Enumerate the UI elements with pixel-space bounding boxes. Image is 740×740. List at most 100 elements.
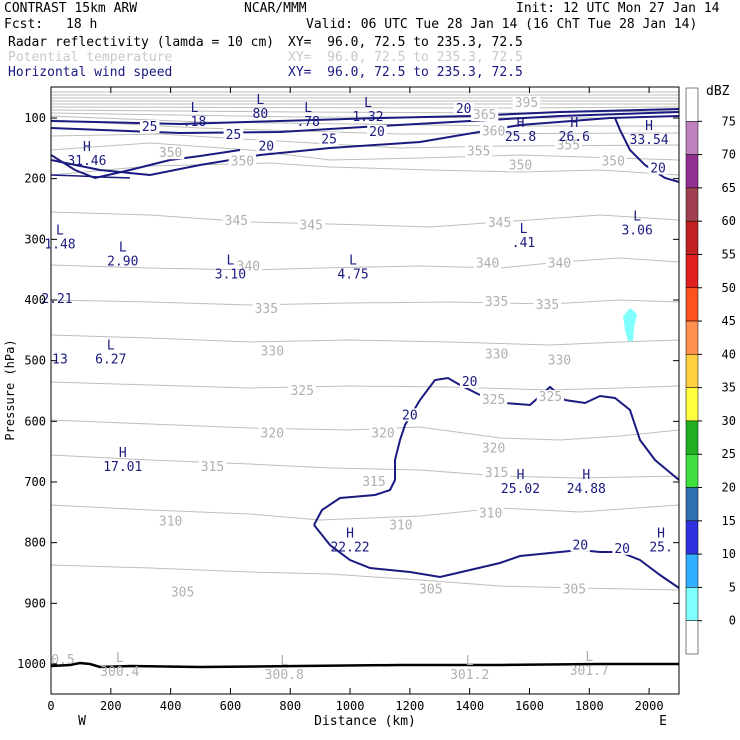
theta-label-knockout bbox=[369, 426, 397, 440]
theta-label: 345 bbox=[225, 214, 248, 229]
field-wind-xy: XY= 96.0, 72.5 to 235.3, 72.5 bbox=[288, 65, 523, 80]
wind-label-knockout bbox=[319, 132, 339, 146]
theta-label: 340 bbox=[476, 257, 499, 272]
wind-label-knockout bbox=[367, 124, 387, 138]
theta-label: 315 bbox=[362, 475, 385, 490]
theta-label: 355 bbox=[557, 138, 580, 153]
x-tick-label: 2000 bbox=[635, 699, 664, 713]
wind-extremum-mark: H bbox=[582, 468, 590, 483]
wind-label: 20 bbox=[462, 375, 478, 390]
theta-label: 335 bbox=[536, 298, 559, 313]
wind-extremum-value: 26.6 bbox=[559, 130, 590, 145]
wind-extremum-value: 24.88 bbox=[567, 482, 606, 497]
colorbar-label: 55 bbox=[722, 247, 736, 261]
theta-extremum-value: 0.5 bbox=[51, 653, 74, 668]
theta-label-knockout bbox=[470, 108, 499, 121]
theta-label: 330 bbox=[261, 345, 284, 360]
wind-label: 20 bbox=[614, 542, 630, 557]
theta-label: 365 bbox=[473, 108, 496, 123]
colorbar-swatch bbox=[685, 320, 699, 355]
colorbar-swatch bbox=[685, 187, 699, 222]
theta-label: 335 bbox=[485, 295, 508, 310]
wind-extremum-value: 25.8 bbox=[505, 130, 536, 145]
theta-label: 345 bbox=[299, 218, 322, 233]
theta-extremum-mark: L bbox=[280, 654, 288, 669]
wind-extremum-value: 2.90 bbox=[107, 254, 138, 269]
theta-label: 315 bbox=[201, 460, 224, 475]
wind-extremum-value: 1.48 bbox=[44, 237, 75, 252]
colorbar-label: 75 bbox=[722, 114, 736, 128]
colorbar-label: 70 bbox=[722, 148, 736, 162]
wind-extremum-value: 31.46 bbox=[67, 154, 106, 169]
theta-label-knockout bbox=[387, 518, 415, 532]
wind-isotach bbox=[614, 117, 679, 183]
theta-label: 320 bbox=[371, 427, 394, 442]
organization-label: NCAR/MMM bbox=[244, 1, 307, 16]
wind-extremum-value: 25.02 bbox=[501, 482, 540, 497]
wind-extremum-mark: L bbox=[256, 93, 264, 108]
theta-extremum-value: 300.4 bbox=[100, 665, 139, 680]
colorbar-swatch bbox=[685, 220, 699, 255]
theta-isolines bbox=[51, 91, 679, 591]
theta-label-knockout bbox=[417, 582, 445, 596]
wind-extremum-mark: L bbox=[520, 222, 528, 237]
x-tick-label: 200 bbox=[100, 699, 122, 713]
theta-label-knockout bbox=[258, 426, 286, 440]
colorbar-swatch bbox=[685, 453, 699, 488]
theta-isoline bbox=[51, 381, 679, 391]
y-tick-label: 800 bbox=[24, 536, 46, 550]
wind-label: 25 bbox=[142, 120, 158, 135]
y-tick-label: 700 bbox=[24, 475, 46, 489]
field-reflectivity-xy: XY= 96.0, 72.5 to 235.3, 72.5 bbox=[288, 35, 523, 50]
colorbar-swatch bbox=[685, 354, 699, 388]
theta-label-knockout bbox=[545, 256, 574, 270]
wind-label-knockout bbox=[459, 374, 480, 388]
colorbar-swatch bbox=[685, 154, 699, 189]
theta-label-knockout bbox=[482, 294, 511, 308]
colorbar-swatch bbox=[685, 287, 699, 322]
theta-label-knockout bbox=[258, 344, 286, 358]
wind-isotach bbox=[51, 108, 679, 126]
colorbar-label: 60 bbox=[722, 214, 736, 228]
theta-label: 325 bbox=[290, 384, 313, 399]
wind-isotachs bbox=[51, 108, 679, 589]
theta-label: 310 bbox=[389, 519, 412, 534]
theta-isoline bbox=[51, 211, 679, 228]
colorbar-swatch bbox=[685, 87, 699, 122]
colorbar-label: 65 bbox=[722, 181, 736, 195]
y-tick-label: 400 bbox=[24, 293, 46, 307]
wind-extremum-value: 22.22 bbox=[330, 541, 369, 556]
wind-extremum-mark: H bbox=[83, 140, 91, 155]
y-tick-label: 100 bbox=[24, 111, 46, 125]
wind-extremum-value: 13 bbox=[52, 353, 68, 368]
y-tick-label: 200 bbox=[24, 172, 46, 186]
wind-extremum-mark: L bbox=[227, 254, 235, 269]
wind-extremum-value: 25. bbox=[649, 541, 672, 556]
colorbar-swatch bbox=[685, 487, 699, 522]
wind-extremum-mark: L bbox=[191, 101, 199, 116]
theta-label: 395 bbox=[515, 96, 538, 111]
colorbar-swatch bbox=[685, 387, 699, 422]
colorbar-label: 35 bbox=[722, 381, 736, 395]
wind-isotach bbox=[51, 115, 679, 177]
wind-label: 25 bbox=[226, 128, 242, 143]
wind-extremum-mark: L bbox=[56, 223, 64, 238]
theta-label-knockout bbox=[156, 514, 185, 528]
theta-isoline bbox=[51, 142, 679, 161]
wind-label-knockout bbox=[612, 541, 632, 555]
x-tick-label: 1200 bbox=[395, 699, 424, 713]
colorbar-swatch bbox=[685, 254, 699, 289]
forecast-label: Fcst: bbox=[4, 17, 44, 32]
colorbar-unit: dBZ bbox=[706, 84, 730, 99]
theta-extremum-value: 300.8 bbox=[265, 668, 304, 683]
theta-label-knockout bbox=[156, 146, 185, 160]
colorbar-label: 5 bbox=[729, 580, 736, 594]
wind-extremum-value: 4.75 bbox=[337, 268, 368, 283]
theta-label: 330 bbox=[485, 348, 508, 363]
model-title: CONTRAST 15km ARW bbox=[4, 1, 138, 16]
colorbar-label: 45 bbox=[722, 314, 736, 328]
theta-label: 350 bbox=[509, 158, 532, 173]
wind-label-knockout bbox=[223, 128, 244, 142]
